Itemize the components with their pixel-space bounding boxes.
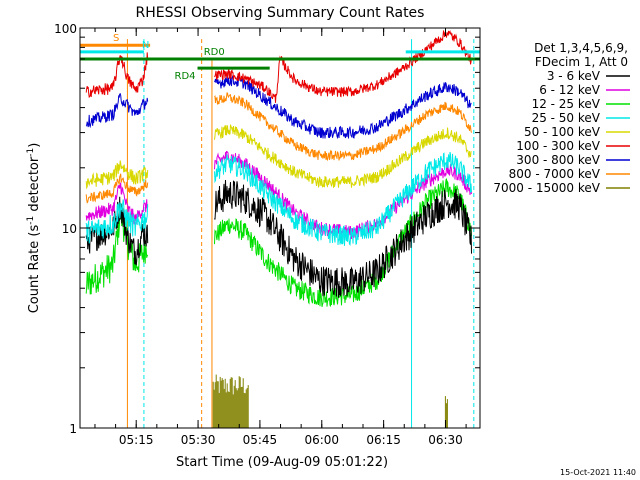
series-line: [85, 52, 149, 99]
chart-title: RHESSI Observing Summary Count Rates: [136, 5, 425, 21]
x-tick-label: 06:30: [428, 433, 463, 447]
state-bar-decimation: RD4: [175, 66, 270, 82]
series-line: [85, 92, 149, 129]
legend-entry-label: 3 - 6 keV: [547, 69, 601, 83]
legend-header-line-2: FDecim 1, Att 0: [535, 55, 628, 69]
state-bar-label: S: [113, 33, 119, 44]
attenuator-burst: [212, 374, 249, 428]
series-line: [214, 151, 472, 246]
series-line: [214, 92, 472, 162]
x-tick-label: 05:15: [119, 433, 154, 447]
series-line: [214, 179, 472, 298]
legend-header-line-1: Det 1,3,4,5,6,9,: [534, 41, 628, 55]
state-bar-label: RD0: [204, 47, 225, 58]
y-tick-label: 100: [54, 22, 77, 36]
y-axis-label-part: detector: [27, 156, 42, 216]
y-axis-label-part: Count Rate (s: [27, 225, 42, 314]
series-line: [85, 173, 149, 204]
series-line: [85, 199, 149, 244]
y-axis-label-exponent: -1: [26, 216, 36, 225]
y-axis-label: Count Rate (s-1 detector-1): [26, 143, 42, 314]
state-bar-saa: S: [80, 33, 151, 47]
x-axis-label: Start Time (09-Aug-09 05:01:22): [176, 455, 388, 470]
x-tick-label: 06:15: [366, 433, 401, 447]
state-bar-label: N: [142, 40, 149, 51]
series-line: [85, 203, 149, 295]
state-bar-label: RD4: [175, 71, 196, 82]
x-tick-label: 05:45: [243, 433, 278, 447]
series-line: [214, 178, 472, 308]
plot-area: S N RD0 RD4: [80, 30, 480, 428]
legend-entry-label: 25 - 50 keV: [532, 111, 601, 125]
series-line: [85, 196, 149, 266]
state-bar-decimation: RD0: [80, 47, 480, 61]
legend-entry-label: 12 - 25 keV: [532, 97, 601, 111]
x-tick-label: 06:00: [304, 433, 339, 447]
legend-entry-label: 100 - 300 keV: [516, 139, 600, 153]
legend-entry-label: 6 - 12 keV: [539, 83, 601, 97]
y-tick-label: 1: [69, 422, 77, 436]
y-axis-label-part: ): [27, 143, 42, 148]
state-bar-night: N: [80, 40, 149, 54]
y-tick-label: 10: [62, 222, 77, 236]
legend-entry-label: 300 - 800 keV: [516, 153, 600, 167]
y-axis-label-exponent: -1: [26, 148, 36, 157]
axes: 05:15 05:30 05:45 06:00 06:15 06:30 1 10 100: [54, 22, 480, 447]
state-bars: S N RD0 RD4: [80, 33, 480, 82]
series-line: [214, 124, 472, 189]
x-tick-label: 05:30: [181, 433, 216, 447]
series-line: [214, 30, 472, 103]
legend-entry-label: 50 - 100 keV: [524, 125, 601, 139]
series-line: [85, 160, 149, 190]
legend: Det 1,3,4,5,6,9, FDecim 1, Att 0 3 - 6 k…: [493, 41, 630, 195]
timestamp: 15-Oct-2021 11:40: [560, 468, 636, 477]
legend-entry-label: 7000 - 15000 keV: [493, 181, 600, 195]
legend-entry-label: 800 - 7000 keV: [509, 167, 601, 181]
series-line: [214, 74, 472, 140]
